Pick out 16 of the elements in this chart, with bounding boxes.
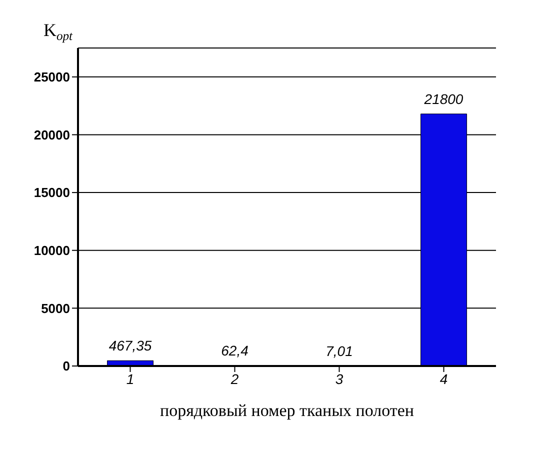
y-tick-label: 10000 (34, 242, 70, 258)
y-tick-label: 15000 (34, 185, 70, 200)
x-tick-label: 3 (335, 370, 344, 387)
y-tick-label: 25000 (34, 70, 70, 85)
y-tick-label: 5000 (41, 300, 70, 316)
data-label: 7,01 (326, 342, 353, 359)
data-label: 467,35 (108, 338, 152, 354)
x-tick-label: 1 (126, 370, 134, 387)
data-label: 21800 (423, 90, 464, 107)
y-axis-title: K$_{opt}$ (43, 20, 74, 43)
x-tick-label: 4 (440, 370, 448, 387)
x-tick-label: 2 (230, 370, 239, 387)
x-axis-title: порядковый номер тканых полотен (160, 401, 414, 420)
y-tick-label: 0 (62, 358, 70, 374)
y-tick-label: 20000 (34, 127, 70, 142)
data-label: 62,4 (221, 342, 249, 358)
